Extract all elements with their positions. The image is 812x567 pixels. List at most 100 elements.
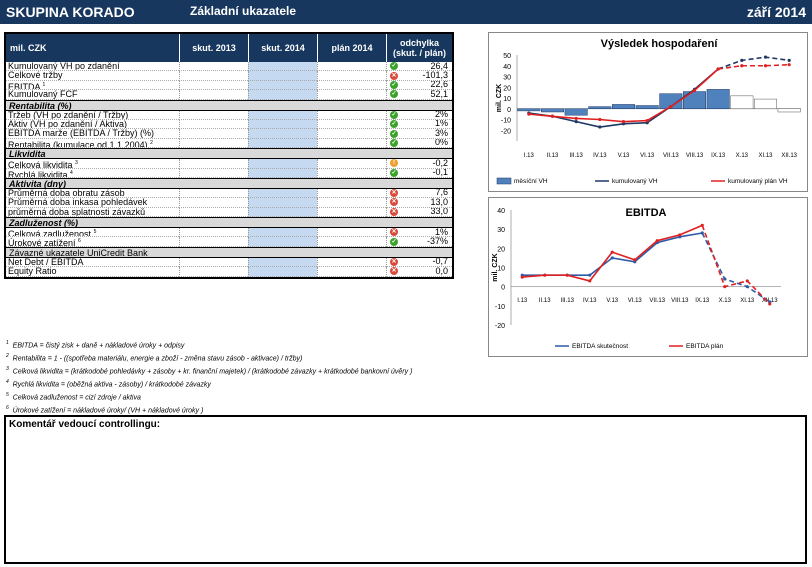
data-point (655, 239, 659, 243)
cell-plan-2014[interactable] (317, 168, 386, 178)
status-red-icon: ✕ (390, 71, 398, 80)
data-point (574, 120, 578, 124)
comment-label: Komentář vedoucí controllingu: (9, 419, 161, 430)
cell-plan-2014[interactable] (317, 228, 386, 238)
row-label: Rychlá likvidita 4 (6, 169, 179, 178)
data-point (692, 88, 697, 93)
cell-actual-2014[interactable] (248, 119, 317, 130)
footnote-item: 3 Celková likvidita = (krátkodobé pohled… (6, 366, 466, 379)
cell-actual-2013[interactable] (179, 228, 248, 238)
cell-plan-2014[interactable] (317, 188, 386, 199)
cell-actual-2014[interactable] (248, 168, 317, 178)
cell-deviation: ! -0,2 (386, 159, 452, 169)
cell-plan-2014[interactable] (317, 159, 386, 169)
cell-actual-2013[interactable] (179, 198, 248, 208)
data-point (763, 64, 768, 68)
cell-plan-2014[interactable] (317, 71, 386, 81)
bar (588, 106, 612, 109)
cell-plan-2014[interactable] (317, 138, 386, 149)
section-header: Zadluženost (%) (6, 217, 452, 229)
data-point (669, 105, 673, 109)
cell-actual-2014[interactable] (248, 71, 317, 81)
cell-plan-2014[interactable] (317, 90, 386, 100)
footnote-number: 4 (6, 379, 9, 385)
row-label: Průměrná doba obratu zásob (6, 189, 179, 199)
cell-actual-2014[interactable] (248, 90, 317, 100)
cell-plan-2014[interactable] (317, 237, 386, 247)
status-red-icon: ✕ (390, 198, 398, 207)
cell-actual-2014[interactable] (248, 228, 317, 238)
cell-actual-2013[interactable] (179, 138, 248, 149)
deviation-value: 1% (434, 119, 448, 129)
footnote-number: 3 (6, 366, 9, 372)
x-tick-label: II.13 (547, 153, 559, 159)
cell-actual-2013[interactable] (179, 168, 248, 178)
cell-deviation: ✓ -0,1 (386, 168, 452, 178)
cell-plan-2014[interactable] (317, 119, 386, 130)
cell-actual-2013[interactable] (179, 90, 248, 100)
table-row: Celková likvidita 3! -0,2 (6, 159, 452, 169)
comment-box[interactable]: Komentář vedoucí controllingu: (4, 415, 807, 564)
y-tick-label: 30 (503, 75, 511, 82)
cell-actual-2014[interactable] (248, 237, 317, 247)
cell-actual-2014[interactable] (248, 257, 317, 268)
cell-plan-2014[interactable] (317, 257, 386, 268)
cell-plan-2014[interactable] (317, 129, 386, 139)
deviation-value: 0% (434, 138, 448, 148)
x-tick-label: XI.13 (758, 153, 773, 159)
series-line (522, 232, 703, 276)
cell-actual-2013[interactable] (179, 110, 248, 120)
cell-actual-2013[interactable] (179, 119, 248, 130)
cell-actual-2014[interactable] (248, 267, 317, 277)
cell-actual-2013[interactable] (179, 159, 248, 169)
x-tick-label: X.13 (736, 153, 749, 159)
data-point (588, 279, 592, 283)
cell-deviation: ✕ -101,3 (386, 71, 452, 81)
cell-actual-2014[interactable] (248, 80, 317, 91)
cell-actual-2013[interactable] (179, 71, 248, 81)
x-tick-label: VI.13 (640, 153, 655, 159)
data-point (723, 285, 727, 289)
cell-actual-2013[interactable] (179, 188, 248, 199)
data-point (527, 112, 531, 116)
cell-actual-2014[interactable] (248, 129, 317, 139)
y-tick-label: 50 (503, 53, 511, 60)
cell-plan-2014[interactable] (317, 110, 386, 120)
cell-plan-2014[interactable] (317, 198, 386, 208)
cell-actual-2014[interactable] (248, 159, 317, 169)
cell-actual-2013[interactable] (179, 257, 248, 268)
row-label: Rentabilita (kumulace od 1.1.2004) 2 (6, 139, 179, 149)
cell-plan-2014[interactable] (317, 267, 386, 277)
cell-plan-2014[interactable] (317, 62, 386, 72)
cell-actual-2013[interactable] (179, 237, 248, 247)
y-axis-label: mil. CZK (492, 253, 499, 281)
status-green-icon: ✓ (390, 110, 398, 119)
status-green-icon: ✓ (390, 129, 398, 138)
cell-actual-2014[interactable] (248, 207, 317, 218)
footnote-text: Rentabilita = 1 - ((spotřeba materiálu, … (12, 355, 303, 363)
footnote-ref: 2 (150, 139, 153, 146)
cell-actual-2013[interactable] (179, 207, 248, 218)
cell-deviation: ✕ 7,6 (386, 188, 452, 199)
indicators-table: mil. CZK skut. 2013 skut. 2014 plán 2014… (4, 32, 454, 279)
cell-actual-2013[interactable] (179, 267, 248, 277)
cell-actual-2014[interactable] (248, 110, 317, 120)
deviation-value: 13,0 (430, 198, 448, 207)
cell-actual-2013[interactable] (179, 62, 248, 72)
cell-actual-2013[interactable] (179, 80, 248, 91)
table-row: Kumulovaný FCF ✓ 52,1 (6, 90, 452, 100)
cell-plan-2014[interactable] (317, 80, 386, 91)
cell-plan-2014[interactable] (317, 207, 386, 218)
footnote-item: 6 Úrokové zatížení = nákladové úroky/ (V… (6, 405, 466, 418)
cell-actual-2013[interactable] (179, 129, 248, 139)
cell-actual-2014[interactable] (248, 188, 317, 199)
x-tick-label: VIII.13 (671, 298, 689, 304)
cell-actual-2014[interactable] (248, 62, 317, 72)
cell-actual-2014[interactable] (248, 198, 317, 208)
table-header: mil. CZK skut. 2013 skut. 2014 plán 2014… (6, 34, 452, 62)
status-green-icon: ✓ (390, 168, 398, 177)
cell-deviation: ✕ 33,0 (386, 207, 452, 218)
cell-actual-2014[interactable] (248, 138, 317, 149)
status-green-icon: ✓ (390, 138, 398, 147)
y-tick-label: -10 (495, 304, 505, 311)
